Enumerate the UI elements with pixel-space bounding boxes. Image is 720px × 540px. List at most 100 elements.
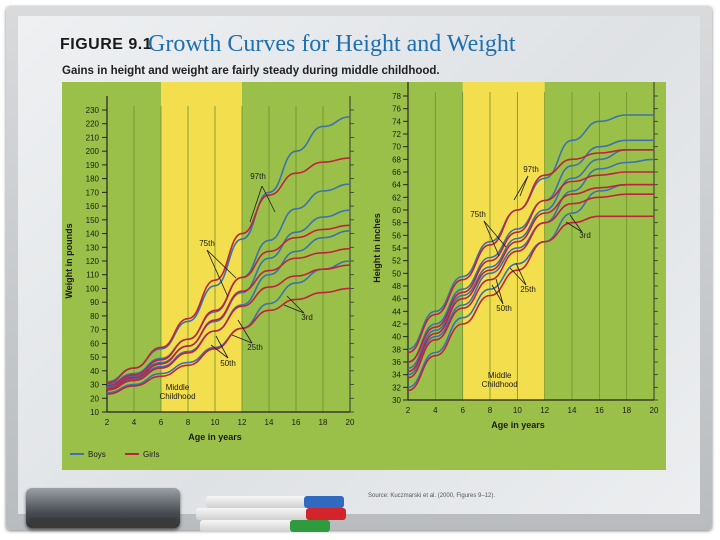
annotation-pointer bbox=[513, 175, 529, 201]
percentile-annotation: 97th bbox=[250, 172, 266, 181]
y-tick-label: 150 bbox=[86, 216, 100, 225]
y-tick-label: 40 bbox=[392, 333, 401, 342]
x-tick-label: 6 bbox=[460, 406, 465, 415]
green-marker-icon bbox=[200, 520, 330, 532]
series-line-girls-75th bbox=[106, 224, 351, 387]
y-tick-label: 220 bbox=[86, 120, 100, 129]
red-marker-icon bbox=[196, 508, 346, 520]
annotation-pointer bbox=[215, 335, 229, 359]
x-tick-label: 10 bbox=[211, 418, 220, 427]
annotation-pointer bbox=[206, 249, 237, 279]
y-tick-label: 42 bbox=[392, 320, 401, 329]
x-tick-label: 8 bbox=[186, 418, 191, 427]
y-tick-label: 46 bbox=[392, 295, 401, 304]
annotation-pointer bbox=[569, 214, 583, 233]
x-tick-label: 2 bbox=[406, 406, 411, 415]
annotation-pointer bbox=[286, 295, 305, 314]
y-axis-label: Height in inches bbox=[372, 213, 382, 283]
y-tick-label: 72 bbox=[392, 130, 401, 139]
y-tick-label: 140 bbox=[86, 230, 100, 239]
y-tick-label: 130 bbox=[86, 243, 100, 252]
x-tick-label: 4 bbox=[132, 418, 137, 427]
annotation-pointer bbox=[483, 220, 500, 257]
middle-childhood-label: Middle bbox=[166, 383, 190, 392]
y-tick-label: 44 bbox=[392, 307, 401, 316]
percentile-annotation: 75th bbox=[470, 210, 486, 219]
middle-childhood-label: Childhood bbox=[159, 392, 195, 401]
y-tick-label: 30 bbox=[90, 381, 99, 390]
y-tick-label: 36 bbox=[392, 358, 401, 367]
y-tick-label: 30 bbox=[392, 396, 401, 405]
y-tick-label: 40 bbox=[90, 367, 99, 376]
y-tick-label: 10 bbox=[90, 408, 99, 417]
annotation-pointer bbox=[237, 319, 253, 344]
middle-childhood-band bbox=[462, 82, 545, 400]
x-tick-label: 16 bbox=[292, 418, 301, 427]
x-tick-label: 12 bbox=[540, 406, 549, 415]
annotation-pointer bbox=[283, 304, 305, 314]
annotation-pointer bbox=[519, 175, 529, 197]
annotation-pointer bbox=[261, 185, 276, 213]
y-tick-label: 90 bbox=[90, 298, 99, 307]
series-line-girls-50th bbox=[407, 183, 654, 373]
series-line-girls-97th bbox=[106, 157, 351, 384]
y-tick-label: 76 bbox=[392, 105, 401, 114]
y-tick-label: 80 bbox=[90, 312, 99, 321]
middle-childhood-label: Childhood bbox=[482, 380, 518, 389]
y-tick-label: 60 bbox=[90, 339, 99, 348]
figure-subtitle: Gains in height and weight are fairly st… bbox=[62, 65, 440, 77]
eraser-felt bbox=[30, 518, 176, 528]
x-axis-label: Age in years bbox=[188, 432, 242, 442]
percentile-annotation: 25th bbox=[520, 285, 536, 294]
percentile-annotation: 3rd bbox=[301, 313, 313, 322]
series-line-boys-50th bbox=[407, 149, 654, 370]
y-tick-label: 32 bbox=[392, 383, 401, 392]
y-tick-label: 50 bbox=[90, 353, 99, 362]
series-line-boys-25th bbox=[407, 158, 655, 376]
y-tick-label: 230 bbox=[86, 106, 100, 115]
blue-marker-icon bbox=[206, 496, 344, 508]
y-tick-label: 66 bbox=[392, 168, 401, 177]
annotation-pointer bbox=[249, 185, 263, 223]
x-tick-label: 4 bbox=[433, 406, 438, 415]
y-tick-label: 62 bbox=[392, 193, 401, 202]
y-tick-label: 38 bbox=[392, 345, 401, 354]
y-axis-label: Weight in pounds bbox=[64, 223, 74, 298]
y-tick-label: 120 bbox=[86, 257, 100, 266]
y-tick-label: 100 bbox=[86, 284, 100, 293]
annotation-pointer bbox=[206, 249, 229, 298]
weight-chart: 10 20 30 40 50 60 70 80 90 100 110 120 130 140 150 160 1… bbox=[64, 82, 355, 442]
y-tick-label: 54 bbox=[392, 244, 401, 253]
x-tick-label: 16 bbox=[595, 406, 604, 415]
x-tick-label: 12 bbox=[238, 418, 247, 427]
y-tick-label: 68 bbox=[392, 155, 401, 164]
x-tick-label: 10 bbox=[513, 406, 522, 415]
y-tick-label: 70 bbox=[392, 143, 401, 152]
y-tick-label: 52 bbox=[392, 257, 401, 266]
annotation-pointer bbox=[231, 334, 253, 344]
annotation-pointer bbox=[515, 262, 527, 286]
legend-label-girls: Girls bbox=[143, 450, 159, 459]
percentile-annotation: 50th bbox=[220, 359, 236, 368]
series-line-girls-97th bbox=[407, 149, 654, 354]
x-tick-label: 20 bbox=[650, 406, 659, 415]
series-line-girls-25th bbox=[407, 193, 654, 379]
y-tick-label: 56 bbox=[392, 231, 401, 240]
x-tick-label: 18 bbox=[622, 406, 631, 415]
source-note: Source: Kuczmarski et al. (2000, Figures… bbox=[368, 493, 496, 499]
y-tick-label: 74 bbox=[392, 117, 401, 126]
annotation-pointer bbox=[210, 344, 229, 359]
y-tick-label: 48 bbox=[392, 282, 401, 291]
y-tick-label: 170 bbox=[86, 188, 100, 197]
annotation-pointer bbox=[565, 221, 583, 233]
percentile-annotation: 75th bbox=[199, 239, 215, 248]
y-tick-label: 110 bbox=[86, 271, 99, 280]
figure-label: FIGURE 9.1 bbox=[60, 36, 153, 53]
percentile-annotation: 3rd bbox=[579, 231, 591, 240]
y-tick-label: 64 bbox=[392, 181, 401, 190]
series-line-girls-3rd bbox=[407, 215, 654, 392]
annotation-pointer bbox=[483, 220, 507, 248]
percentile-annotation: 50th bbox=[496, 304, 512, 313]
percentile-annotation: 25th bbox=[247, 343, 263, 352]
